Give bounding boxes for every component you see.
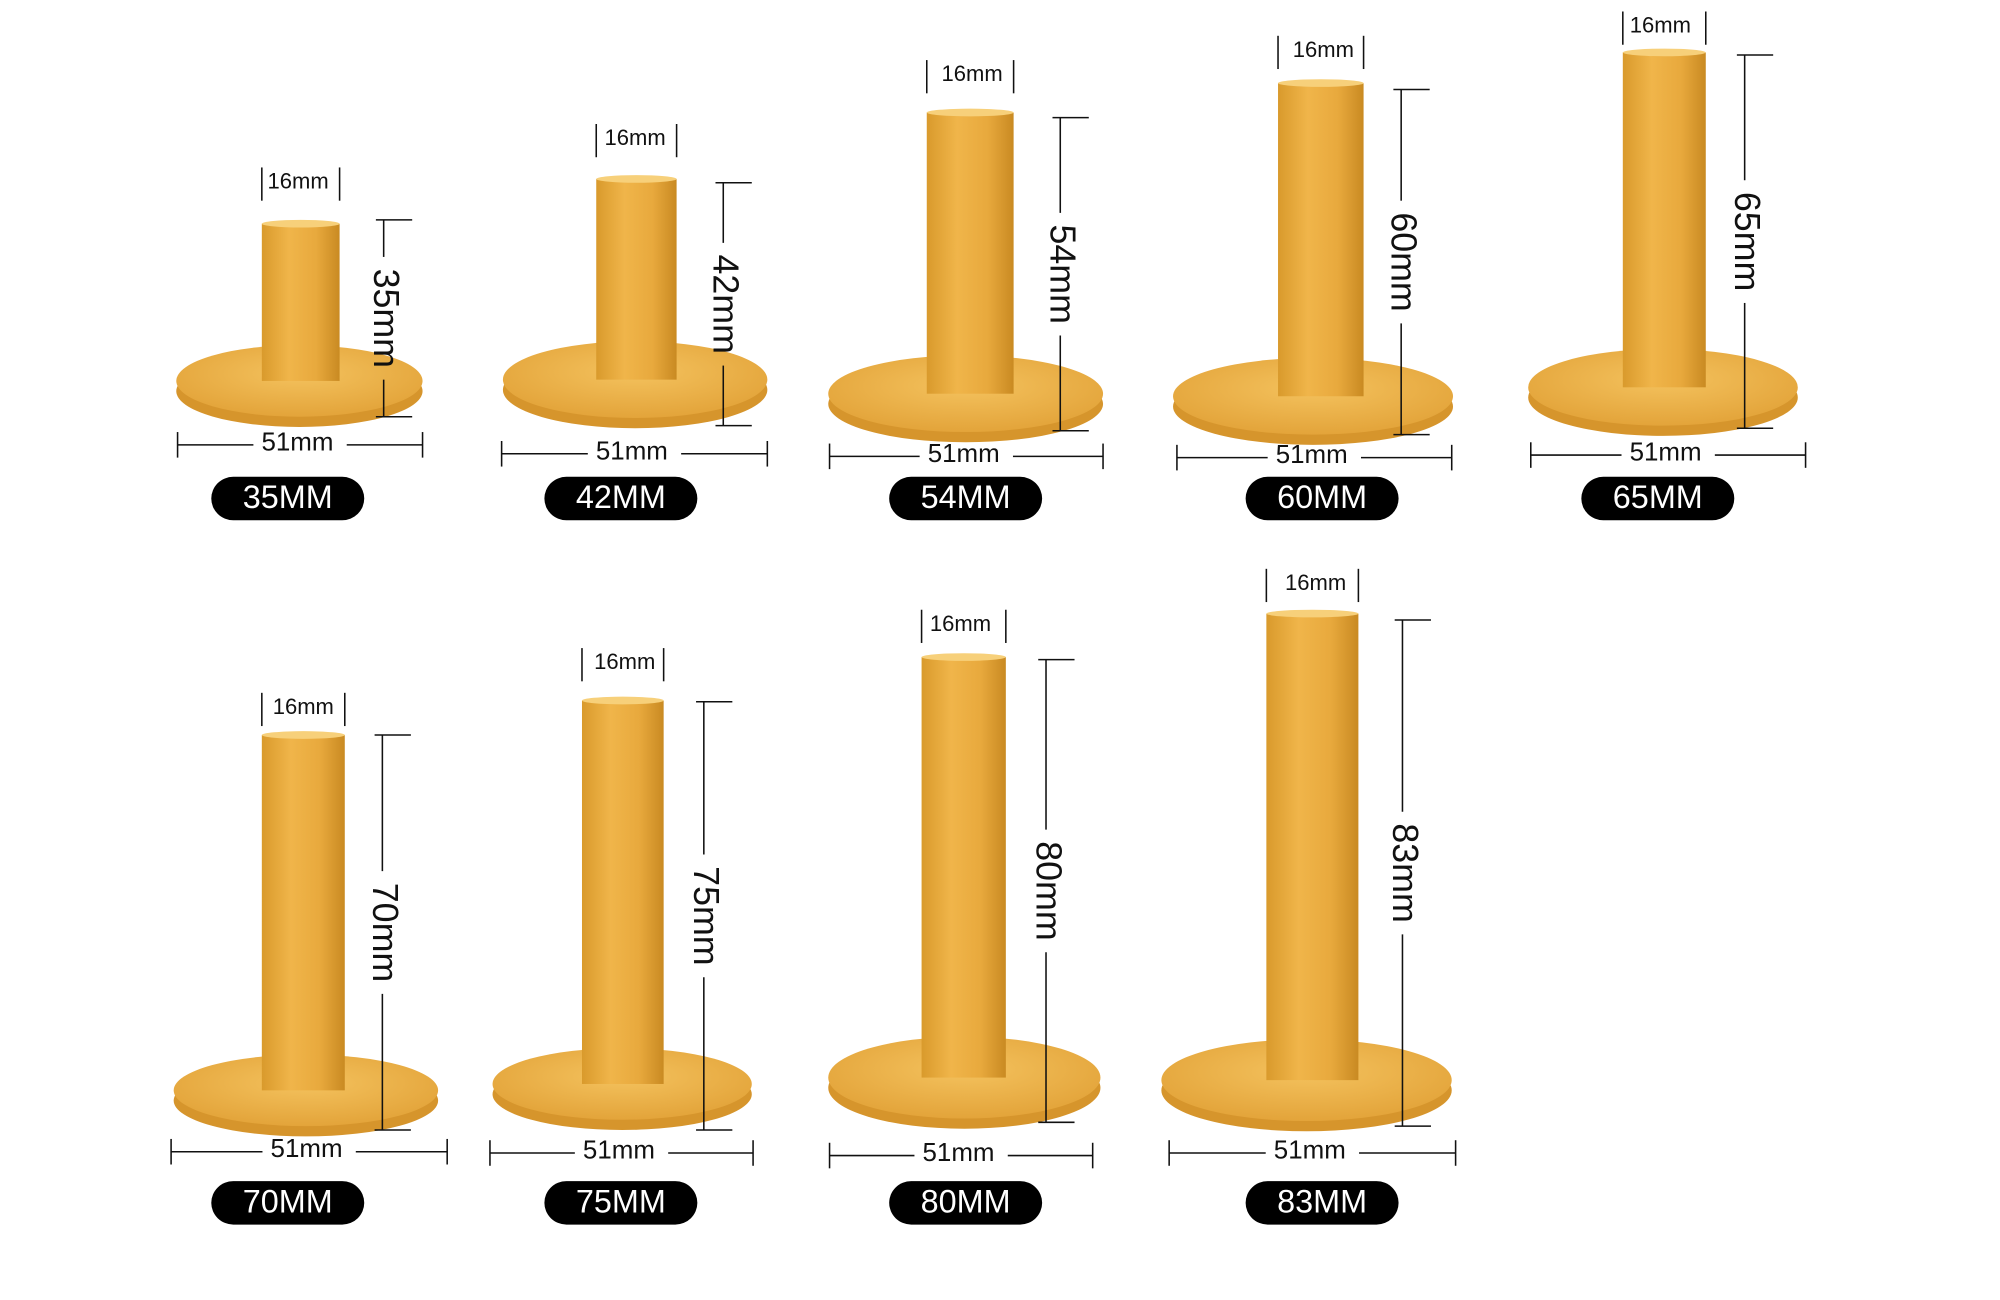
size-badge-label: 60MM (1277, 479, 1367, 515)
base-width-label: 51mm (923, 1139, 995, 1167)
base-width-label: 51mm (1274, 1137, 1346, 1165)
size-badge (544, 1181, 698, 1225)
size-badge-label: 42MM (576, 479, 666, 515)
size-badge-label: 54MM (921, 479, 1011, 515)
tee-stem-top (1266, 609, 1359, 618)
base-width-label: 51mm (1276, 441, 1348, 469)
height-label: 54mm (1043, 224, 1084, 323)
tee-stem (596, 178, 677, 380)
height-label: 70mm (365, 883, 406, 982)
height-label: 65mm (1727, 192, 1768, 291)
top-width-label: 16mm (594, 649, 655, 674)
tee-item: 16mm 60mm 51mm 60MM (1173, 35, 1454, 521)
tee-stem-top (261, 731, 345, 739)
top-width-label: 16mm (1630, 13, 1691, 38)
base-width-label: 51mm (928, 440, 1000, 468)
tee-stem (1278, 83, 1364, 397)
height-label: 42mm (706, 255, 747, 354)
tee-stem (1266, 613, 1359, 1081)
size-badge (1245, 1181, 1399, 1225)
tee-stem-top (926, 108, 1014, 117)
size-badge (211, 1181, 365, 1225)
tee-item: 16mm 35mm 51mm 35MM (176, 167, 424, 521)
size-badge (544, 476, 698, 521)
height-label: 80mm (1028, 841, 1069, 940)
top-width-label: 16mm (942, 61, 1003, 86)
size-badge (1245, 476, 1399, 521)
size-badge (1581, 476, 1735, 521)
top-width-label: 16mm (268, 169, 329, 194)
tee-stem (926, 112, 1014, 394)
height-label: 75mm (686, 866, 727, 965)
tee-item: 16mm 70mm 51mm 70MM (170, 692, 448, 1225)
height-label: 83mm (1385, 823, 1426, 922)
height-label: 35mm (366, 269, 407, 368)
tee-item: 16mm 83mm 51mm 83MM (1161, 568, 1457, 1225)
base-width-label: 51mm (583, 1137, 655, 1165)
height-label: 60mm (1384, 212, 1425, 311)
tee-stem (921, 657, 1006, 1078)
base-width-label: 51mm (271, 1135, 343, 1163)
tee-stem (581, 700, 664, 1084)
base-width-label: 51mm (1630, 439, 1702, 467)
tee-item: 16mm 80mm 51mm 80MM (828, 609, 1101, 1225)
size-badge (889, 476, 1043, 521)
size-badge (889, 1181, 1043, 1225)
top-width-label: 16mm (605, 125, 666, 150)
tee-stem (1622, 52, 1706, 388)
tee-item: 16mm 54mm 51mm 54MM (828, 60, 1104, 521)
top-width-label: 16mm (1293, 37, 1354, 62)
top-width-label: 16mm (1285, 570, 1346, 595)
tee-stem-top (581, 696, 664, 705)
size-badge-label: 80MM (921, 1184, 1011, 1220)
base-width-label: 51mm (596, 437, 668, 465)
tee-stem-top (1622, 48, 1706, 57)
size-badge-label: 70MM (243, 1184, 333, 1220)
size-badge-label: 83MM (1277, 1184, 1367, 1220)
size-badge-label: 75MM (576, 1184, 666, 1220)
size-badge (211, 476, 365, 521)
top-width-label: 16mm (930, 611, 991, 636)
size-badge-label: 65MM (1613, 479, 1703, 515)
top-width-label: 16mm (273, 694, 334, 719)
base-width-label: 51mm (261, 428, 333, 456)
size-badge-label: 35MM (243, 479, 333, 515)
tee-item: 16mm 65mm 51mm 65MM (1528, 11, 1807, 521)
tee-stem (261, 223, 340, 381)
tee-item: 16mm 75mm 51mm 75MM (489, 648, 754, 1225)
tee-stem-top (921, 653, 1006, 661)
tee-stem-top (596, 175, 677, 183)
tee-stem-top (1278, 79, 1364, 87)
tee-stem-top (261, 219, 340, 228)
tee-stem (261, 735, 345, 1091)
tee-item: 16mm 42mm 51mm 42MM (500, 123, 769, 521)
